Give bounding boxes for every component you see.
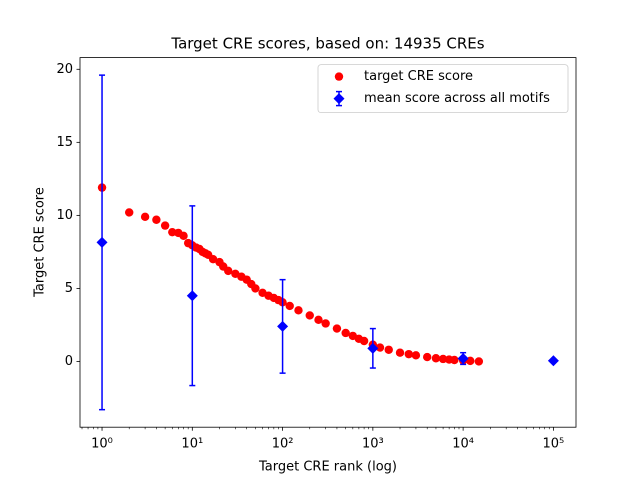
legend-marker	[334, 72, 344, 81]
point	[160, 221, 170, 230]
point	[251, 284, 260, 293]
point	[395, 348, 405, 357]
y-tick-label: 10	[56, 208, 73, 223]
diamond-marker	[96, 236, 108, 248]
chart-title: Target CRE scores, based on: 14935 CREs	[170, 35, 484, 53]
point	[125, 208, 134, 217]
diamond-marker	[186, 290, 198, 302]
diamond-marker	[367, 342, 379, 354]
point	[179, 231, 188, 241]
point	[321, 319, 330, 328]
diamond-marker	[457, 353, 469, 365]
legend-label: mean score across all motifs	[364, 91, 550, 106]
legend-marker	[333, 93, 345, 105]
point	[411, 351, 421, 360]
diamond-marker	[547, 355, 559, 367]
point	[450, 355, 459, 365]
point	[208, 255, 218, 264]
y-axis-label: Target CRE score	[33, 187, 48, 298]
y-tick-label: 20	[56, 62, 73, 77]
legend-label: target CRE score	[364, 69, 473, 84]
y-tick-label: 5	[65, 281, 73, 296]
point	[375, 343, 385, 352]
point	[404, 349, 413, 359]
point	[341, 328, 350, 338]
point	[438, 354, 448, 364]
x-tick-label: 10⁴	[452, 437, 474, 452]
point	[140, 212, 150, 222]
x-tick-label: 10³	[362, 437, 384, 452]
point	[384, 345, 393, 354]
point	[285, 301, 294, 311]
point	[474, 357, 484, 366]
plot-frame	[79, 57, 577, 428]
point	[431, 354, 441, 363]
point	[152, 215, 161, 224]
point	[332, 324, 342, 333]
point	[423, 352, 432, 362]
point	[305, 311, 314, 320]
point	[314, 315, 323, 325]
point	[294, 306, 303, 315]
x-tick-label: 10⁵	[543, 437, 565, 452]
x-axis-label: Target CRE rank (log)	[258, 460, 397, 475]
point	[359, 336, 369, 346]
x-tick-label: 10²	[272, 437, 294, 452]
y-tick-label: 0	[65, 354, 73, 369]
diamond-marker	[277, 320, 289, 332]
point	[224, 266, 233, 276]
x-tick-label: 10¹	[181, 437, 203, 452]
legend-box	[317, 64, 569, 113]
y-tick-label: 15	[56, 135, 73, 150]
x-tick-label: 10⁰	[91, 437, 113, 452]
